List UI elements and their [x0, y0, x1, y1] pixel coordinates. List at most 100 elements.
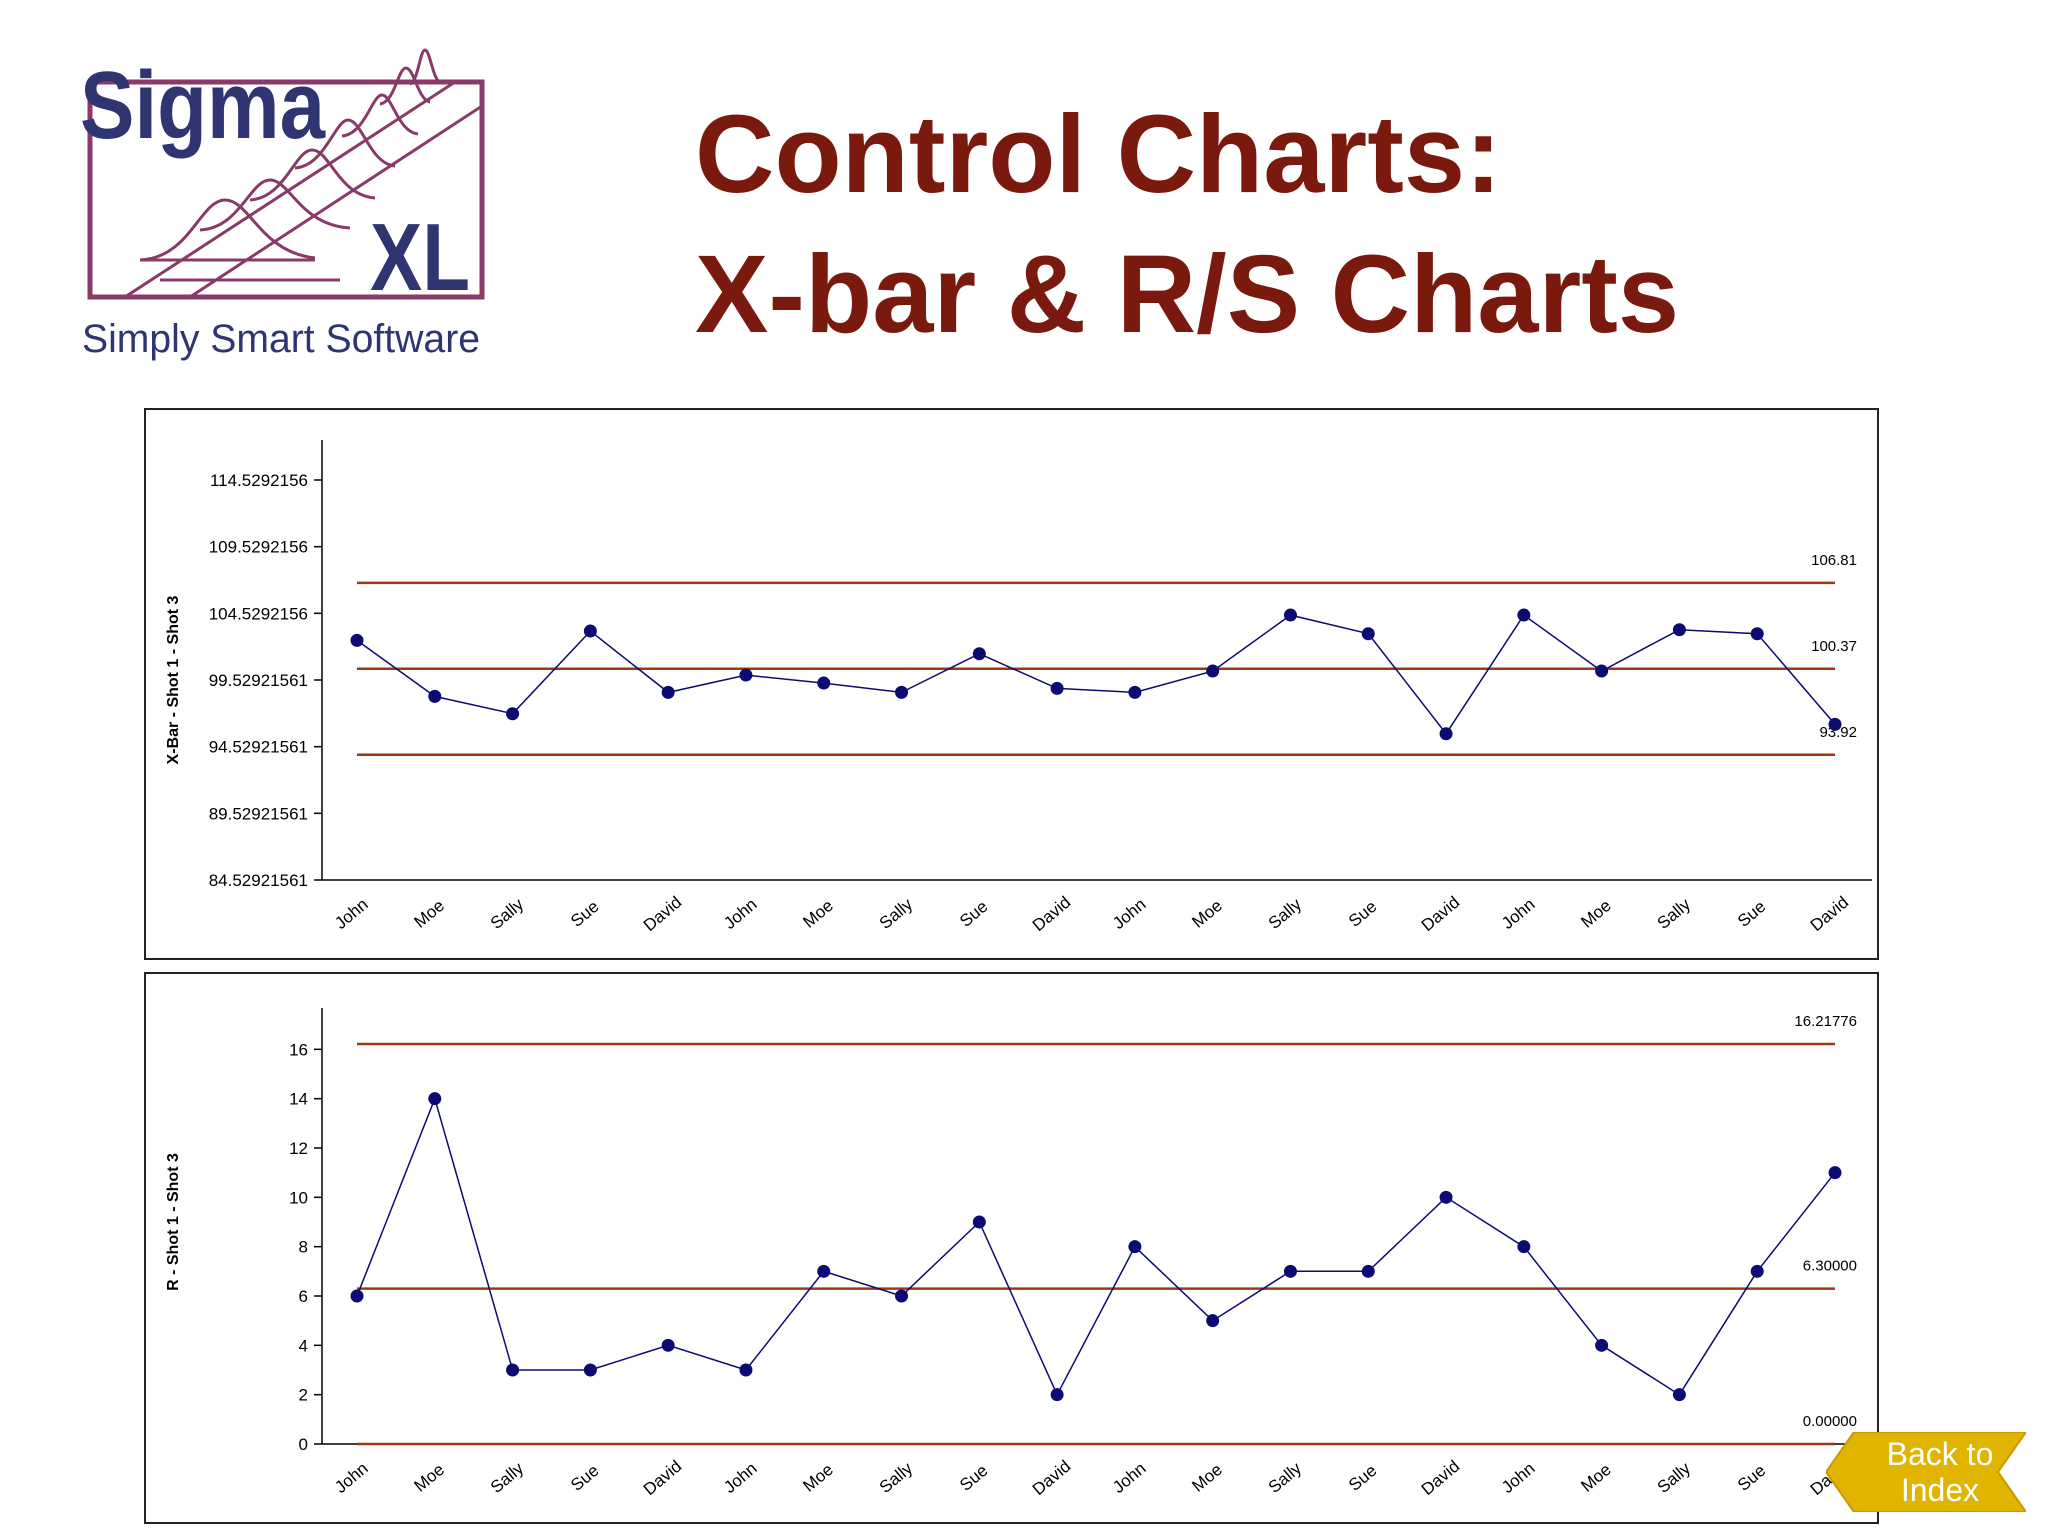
xbar-data-point	[972, 647, 986, 661]
xbar-data-point	[817, 676, 831, 690]
r-x-tick-label: Sally	[876, 1458, 917, 1497]
xbar-x-tick-label: Sue	[567, 897, 602, 931]
r-y-tick-label: 6	[299, 1287, 308, 1306]
xbar-data-point	[1750, 627, 1764, 641]
r-data-point	[506, 1363, 520, 1377]
xbar-data-point	[1439, 727, 1453, 741]
r-x-tick-label: Moe	[799, 1460, 837, 1496]
xbar-y-tick-label: 84.52921561	[209, 871, 308, 890]
r-y-tick-label: 4	[299, 1336, 308, 1355]
r-data-point	[817, 1264, 831, 1278]
xbar-data-point	[1595, 664, 1609, 678]
xbar-x-tick-label: Moe	[410, 896, 448, 932]
r-data-point	[1517, 1240, 1531, 1254]
xbar-chart-frame	[144, 408, 1879, 960]
r-x-tick-label: Sue	[956, 1461, 991, 1495]
r-x-tick-label: John	[1498, 1459, 1538, 1497]
logo-suffix: XL	[370, 204, 470, 311]
r-series-line	[356, 1096, 1836, 1397]
r-y-tick-label: 14	[289, 1090, 308, 1109]
xbar-y-axis-label: X-Bar - Shot 1 - Shot 3	[165, 595, 182, 764]
xbar-x-tick-label: Sue	[956, 897, 991, 931]
xbar-x-tick-label: John	[331, 895, 371, 933]
xbar-data-point	[1128, 685, 1142, 699]
r-x-tick-label: Moe	[1188, 1460, 1226, 1496]
r-data-point	[1050, 1388, 1064, 1402]
xbar-x-tick-label: Sue	[1734, 897, 1769, 931]
r-data-point	[1206, 1314, 1220, 1328]
back-to-index-button[interactable]	[1826, 1432, 2026, 1512]
xbar-y-tick-label: 114.5292156	[210, 471, 308, 490]
page-title-line-1: Control Charts:	[695, 93, 1502, 216]
r-x-tick-label: John	[720, 1459, 760, 1497]
xbar-data-point	[1283, 608, 1297, 622]
xbar-data-point	[506, 707, 520, 721]
xbar-control-limit-label: 100.37	[1811, 638, 1857, 655]
xbar-data-point	[739, 668, 753, 682]
r-data-point	[350, 1289, 364, 1303]
r-data-point	[1750, 1264, 1764, 1278]
xbar-x-tick-label: Moe	[1577, 896, 1615, 932]
r-chart: 0 2 4 6 8 10 12 14 16 R - Shot 1 - Shot 3 16.21776…	[165, 1008, 1872, 1499]
r-data-point	[895, 1289, 909, 1303]
xbar-x-tick-label: David	[640, 893, 686, 935]
r-data-point	[1283, 1264, 1297, 1278]
xbar-y-tick-label: 109.5292156	[209, 538, 308, 557]
back-arrow-shape[interactable]	[1826, 1432, 2026, 1512]
r-x-tick-label: Sally	[1654, 1458, 1695, 1497]
r-x-tick-label: John	[1109, 1459, 1149, 1497]
logo-tagline: Simply Smart Software	[82, 317, 480, 361]
xbar-control-limit-label: 93.92	[1819, 724, 1857, 741]
r-data-point	[972, 1215, 986, 1229]
r-x-tick-label: Moe	[410, 1460, 448, 1496]
r-data-point	[1128, 1240, 1142, 1254]
xbar-x-tick-label: David	[1029, 893, 1075, 935]
xbar-y-tick-label: 89.52921561	[209, 804, 308, 823]
r-y-tick-label: 0	[299, 1435, 308, 1454]
xbar-data-point	[1050, 681, 1064, 695]
r-data-point	[661, 1338, 675, 1352]
xbar-x-tick-label: John	[1498, 895, 1538, 933]
xbar-x-tick-label: David	[1418, 893, 1464, 935]
sigmaxl-logo: Sigma XL Simply Smart Software	[80, 48, 485, 361]
r-data-point	[1439, 1190, 1453, 1204]
r-x-tick-label: John	[331, 1459, 371, 1497]
r-x-tick-label: David	[1418, 1457, 1464, 1499]
xbar-data-point	[1672, 623, 1686, 637]
r-y-tick-label: 12	[289, 1139, 308, 1158]
r-control-limit-label: 0.00000	[1803, 1413, 1857, 1430]
xbar-control-limit-label: 106.81	[1811, 552, 1857, 569]
r-control-limit-label: 16.21776	[1794, 1013, 1857, 1030]
xbar-y-tick-label: 104.5292156	[209, 604, 308, 623]
r-data-point	[1595, 1338, 1609, 1352]
xbar-x-tick-label: John	[1109, 895, 1149, 933]
xbar-data-point	[895, 685, 909, 699]
xbar-y-tick-label: 94.52921561	[209, 738, 308, 757]
r-x-tick-label: David	[1029, 1457, 1075, 1499]
xbar-x-tick-label: Moe	[1188, 896, 1226, 932]
r-x-tick-label: Sally	[1265, 1458, 1306, 1497]
xbar-x-tick-label: Sue	[1345, 897, 1380, 931]
r-y-tick-label: 8	[299, 1238, 308, 1257]
r-y-tick-label: 10	[289, 1188, 308, 1207]
xbar-x-tick-label: David	[1807, 893, 1853, 935]
r-data-point	[1828, 1166, 1842, 1180]
r-data-point	[583, 1363, 597, 1377]
xbar-x-tick-label: Sally	[487, 894, 528, 933]
r-x-tick-label: Sue	[1345, 1461, 1380, 1495]
xbar-data-point	[661, 685, 675, 699]
r-data-point	[1672, 1388, 1686, 1402]
r-x-tick-label: Moe	[1577, 1460, 1615, 1496]
r-x-tick-label: David	[640, 1457, 686, 1499]
r-x-tick-label: Sue	[1734, 1461, 1769, 1495]
xbar-x-tick-label: John	[720, 895, 760, 933]
xbar-x-tick-label: Sally	[1654, 894, 1695, 933]
r-data-point	[1361, 1264, 1375, 1278]
page-title-line-2: X-bar & R/S Charts	[695, 233, 1680, 356]
r-control-limit-label: 6.30000	[1803, 1258, 1857, 1275]
r-y-tick-label: 2	[299, 1386, 308, 1405]
logo-distribution-curves	[124, 48, 483, 299]
xbar-y-tick-label: 99.52921561	[209, 671, 308, 690]
r-data-point	[428, 1092, 442, 1106]
xbar-chart: 84.52921561 89.52921561 94.52921561 99.5292…	[165, 440, 1872, 935]
